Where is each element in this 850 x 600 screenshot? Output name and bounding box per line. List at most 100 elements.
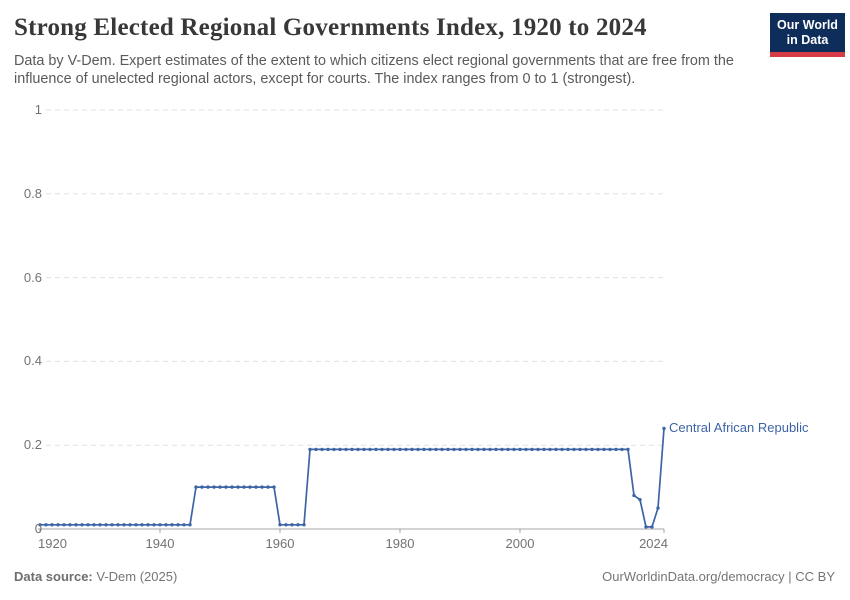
data-point-marker — [518, 447, 522, 452]
data-point-marker — [98, 523, 102, 527]
data-point-marker — [92, 523, 96, 527]
credit-link[interactable]: OurWorldinData.org/democracy | CC BY — [602, 569, 835, 584]
data-point-marker — [458, 447, 462, 452]
data-point-marker — [194, 485, 198, 489]
data-point-marker — [236, 485, 240, 489]
data-point-marker — [188, 523, 192, 527]
data-point-marker — [464, 447, 468, 452]
data-point-marker — [200, 485, 204, 489]
data-point-marker — [614, 447, 618, 452]
data-point-marker — [74, 523, 78, 527]
data-point-marker — [404, 447, 408, 452]
data-point-marker — [656, 506, 660, 510]
data-point-marker — [248, 485, 252, 489]
data-point-marker — [488, 447, 492, 452]
data-point-marker — [632, 493, 636, 498]
x-axis-tick-label: 2000 — [505, 536, 535, 551]
data-point-marker — [332, 447, 336, 452]
data-point-marker — [566, 447, 570, 452]
data-point-marker — [530, 447, 534, 452]
data-point-marker — [434, 447, 438, 452]
owid-logo-line1: Our World — [777, 18, 838, 32]
data-point-marker — [134, 523, 138, 527]
data-point-marker — [290, 523, 294, 527]
data-point-marker — [302, 523, 306, 527]
x-axis-tick-label: 2024 — [639, 536, 668, 551]
data-point-marker — [524, 447, 528, 452]
data-point-marker — [554, 447, 558, 452]
x-axis-tick-label: 1920 — [38, 536, 67, 551]
data-point-marker — [230, 485, 234, 489]
data-point-marker — [224, 485, 228, 489]
data-point-marker — [338, 447, 342, 452]
x-axis-tick-label: 1940 — [145, 536, 175, 551]
data-point-marker — [608, 447, 612, 452]
data-point-marker — [500, 447, 504, 452]
data-point-marker — [116, 523, 120, 527]
data-point-marker — [650, 525, 654, 529]
data-point-marker — [584, 447, 588, 452]
data-point-marker — [86, 523, 90, 527]
data-point-marker — [626, 447, 630, 452]
data-point-marker — [122, 523, 126, 527]
data-point-marker — [254, 485, 258, 489]
data-point-marker — [476, 447, 480, 452]
data-point-marker — [56, 523, 60, 527]
data-point-marker — [62, 523, 66, 527]
data-point-marker — [578, 447, 582, 452]
data-point-marker — [482, 447, 486, 452]
data-point-marker — [386, 447, 390, 452]
data-point-marker — [44, 523, 48, 527]
data-point-marker — [182, 523, 186, 527]
data-point-marker — [344, 447, 348, 452]
data-point-marker — [278, 523, 282, 527]
data-point-marker — [596, 447, 600, 452]
data-point-marker — [326, 447, 330, 452]
data-point-marker — [164, 523, 168, 527]
x-axis-tick-label: 1960 — [265, 536, 295, 551]
data-point-marker — [314, 447, 318, 452]
data-point-marker — [128, 523, 132, 527]
data-point-marker — [452, 447, 456, 452]
data-point-marker — [284, 523, 288, 527]
data-point-marker — [212, 485, 216, 489]
data-point-marker — [446, 447, 450, 452]
data-point-marker — [494, 447, 498, 452]
data-point-marker — [398, 447, 402, 452]
data-point-marker — [620, 447, 624, 452]
data-point-marker — [80, 523, 84, 527]
data-point-marker — [260, 485, 264, 489]
y-axis-tick-label: 0.8 — [23, 185, 42, 201]
data-point-marker — [152, 523, 156, 527]
data-point-marker — [512, 447, 516, 452]
data-point-marker — [218, 485, 222, 489]
data-point-marker — [548, 447, 552, 452]
data-point-marker — [266, 485, 270, 489]
data-point-marker — [368, 447, 372, 452]
y-axis-tick-label: 0 — [34, 521, 42, 536]
owid-logo[interactable]: Our World in Data — [770, 13, 845, 57]
data-point-marker — [506, 447, 510, 452]
chart-subtitle: Data by V-Dem. Expert estimates of the e… — [14, 53, 734, 88]
data-point-marker — [296, 523, 300, 527]
data-point-marker — [638, 497, 642, 502]
data-point-marker — [644, 525, 648, 529]
data-source-label: Data source: — [14, 569, 93, 584]
data-point-marker — [206, 485, 210, 489]
data-point-marker — [170, 523, 174, 527]
data-point-marker — [176, 523, 180, 527]
data-point-marker — [428, 447, 432, 452]
data-point-marker — [422, 447, 426, 452]
data-point-marker — [38, 523, 42, 527]
data-point-marker — [68, 523, 72, 527]
data-source-note: Data source: V-Dem (2025) — [14, 569, 177, 584]
data-point-marker — [440, 447, 444, 452]
data-point-marker — [470, 447, 474, 452]
data-point-marker — [272, 485, 276, 489]
data-point-marker — [572, 447, 576, 452]
data-point-marker — [308, 447, 312, 452]
data-point-marker — [410, 447, 414, 452]
